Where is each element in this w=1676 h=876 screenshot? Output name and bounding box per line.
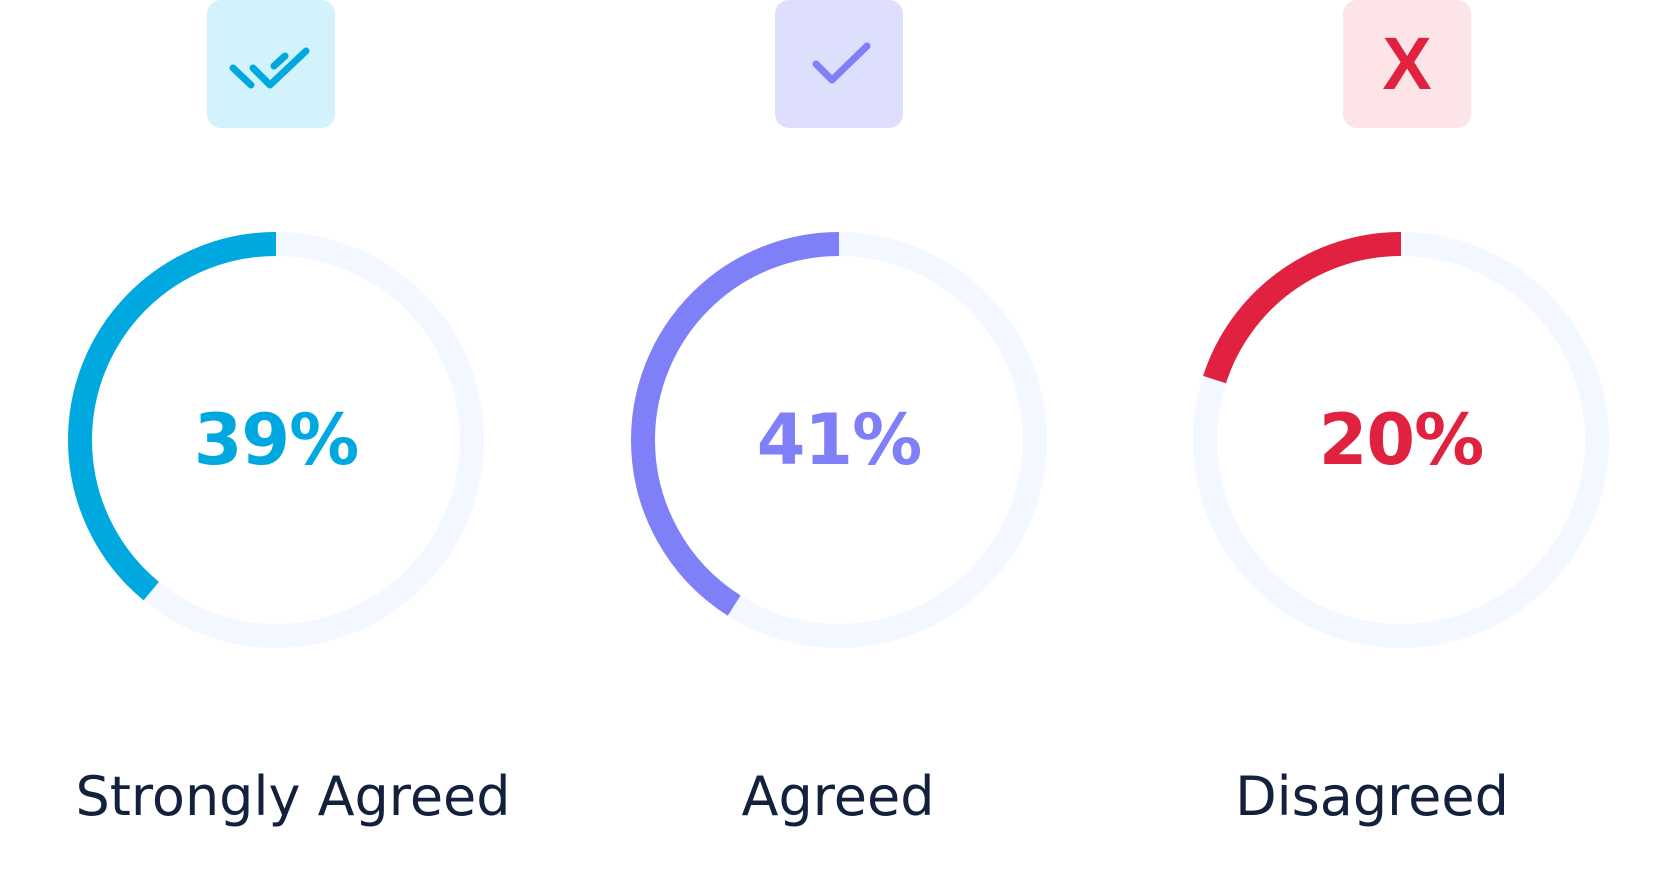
category-label-agreed: Agreed bbox=[741, 765, 935, 828]
donut-arc bbox=[68, 232, 484, 648]
percentage-value: 39% bbox=[193, 399, 360, 481]
icon-tile-agreed bbox=[775, 0, 903, 128]
check-icon bbox=[812, 42, 871, 84]
percentage-value: 20% bbox=[1318, 399, 1485, 481]
donut-ring bbox=[1193, 232, 1609, 648]
donut-agreed: 41% bbox=[624, 225, 1054, 655]
percentage-value: 41% bbox=[756, 399, 923, 481]
category-label-disagreed: Disagreed bbox=[1235, 765, 1509, 828]
x-icon: X bbox=[1382, 22, 1432, 105]
double-check-icon bbox=[229, 47, 310, 89]
donut-arc bbox=[1193, 232, 1609, 648]
donut-arc bbox=[631, 232, 1047, 648]
donut-ring bbox=[631, 232, 1047, 648]
donut-strongly-agreed: 39% bbox=[61, 225, 491, 655]
donut-disagreed: 20% bbox=[1186, 225, 1616, 655]
icon-tile-strongly-agreed bbox=[207, 0, 335, 128]
category-label-strongly-agreed: Strongly Agreed bbox=[75, 765, 511, 828]
donut-ring bbox=[68, 232, 484, 648]
icon-tile-disagreed: X bbox=[1343, 0, 1471, 128]
